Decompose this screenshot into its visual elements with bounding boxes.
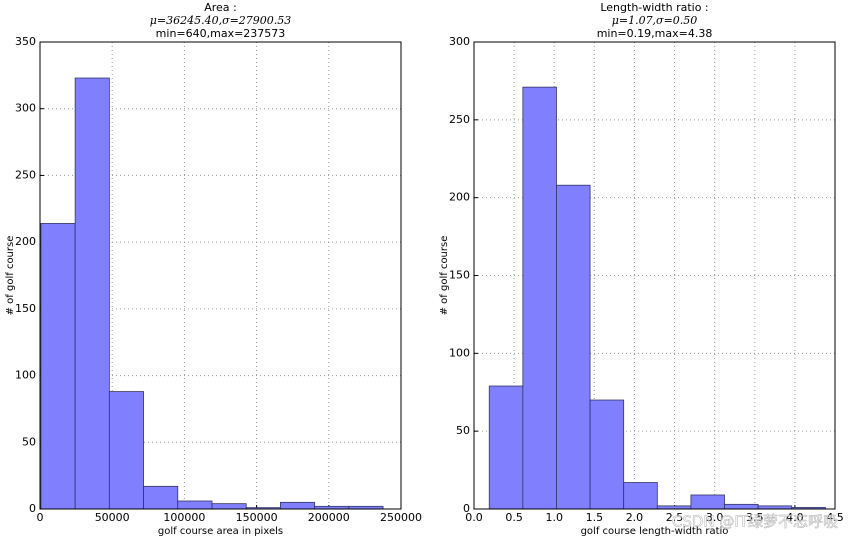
x-tick-label: 50000 (95, 511, 130, 524)
bar (623, 482, 658, 510)
x-tick-label: 3.5 (746, 511, 764, 524)
chart-title: Area : (204, 1, 237, 14)
x-tick-label: 150000 (236, 511, 278, 524)
x-tick-label: 2.5 (666, 511, 684, 524)
plot-frame (39, 41, 402, 510)
y-tick-label: 150 (449, 269, 470, 282)
x-tick-label: 0.5 (505, 511, 523, 524)
x-tick-label: 1.0 (545, 511, 563, 524)
x-tick-label: 0.0 (465, 511, 483, 524)
bar (522, 86, 557, 510)
plot-frame (473, 41, 836, 510)
y-axis-label: # of golf course (5, 236, 16, 316)
x-tick-label: 4.5 (826, 511, 844, 524)
bar (556, 184, 591, 510)
bar (690, 494, 725, 510)
x-tick-label: 100000 (163, 511, 205, 524)
bar (589, 399, 625, 510)
y-tick-label: 300 (15, 102, 36, 115)
y-tick-label: 250 (449, 113, 470, 126)
bar (40, 223, 76, 510)
x-tick-label: 3.0 (706, 511, 724, 524)
x-tick-label: 250000 (380, 511, 422, 524)
x-tick-label: 200000 (308, 511, 350, 524)
y-tick-label: 200 (15, 235, 36, 248)
bar (143, 485, 179, 510)
y-tick-label: 100 (15, 369, 36, 382)
chart-note: min=0.19,max=4.38 (597, 27, 713, 40)
y-tick-label: 350 (15, 35, 36, 48)
x-tick-label: 0 (37, 511, 44, 524)
watermark: CSDN @IT绿萝不忘呼吸 (672, 513, 838, 531)
y-tick-label: 100 (449, 346, 470, 359)
x-tick-label: 1.5 (586, 511, 604, 524)
bar (211, 503, 247, 510)
bar (108, 391, 144, 510)
chart-subtitle: μ=1.07,σ=0.50 (612, 14, 698, 27)
y-tick-label: 200 (449, 191, 470, 204)
bar (724, 503, 759, 510)
chart-subtitle: μ=36245.40,σ=27900.53 (150, 14, 292, 27)
y-tick-label: 0 (29, 502, 36, 515)
bar (488, 385, 524, 510)
y-axis-label: # of golf course (439, 236, 450, 316)
y-tick-label: 50 (456, 424, 470, 437)
y-tick-label: 300 (449, 35, 470, 48)
x-axis-label: golf course area in pixels (158, 526, 283, 537)
y-tick-label: 150 (15, 302, 36, 315)
chart-note: min=640,max=237573 (156, 27, 286, 40)
chart-title: Length-width ratio : (600, 1, 708, 14)
x-tick-label: 2.0 (626, 511, 644, 524)
bar (74, 77, 110, 510)
x-tick-label: 4.0 (786, 511, 804, 524)
x-axis-label: golf course length-width ratio (581, 526, 729, 537)
y-tick-label: 0 (463, 502, 470, 515)
bar (177, 500, 213, 510)
bar (280, 501, 316, 510)
y-tick-label: 50 (22, 435, 36, 448)
y-tick-label: 250 (15, 168, 36, 181)
